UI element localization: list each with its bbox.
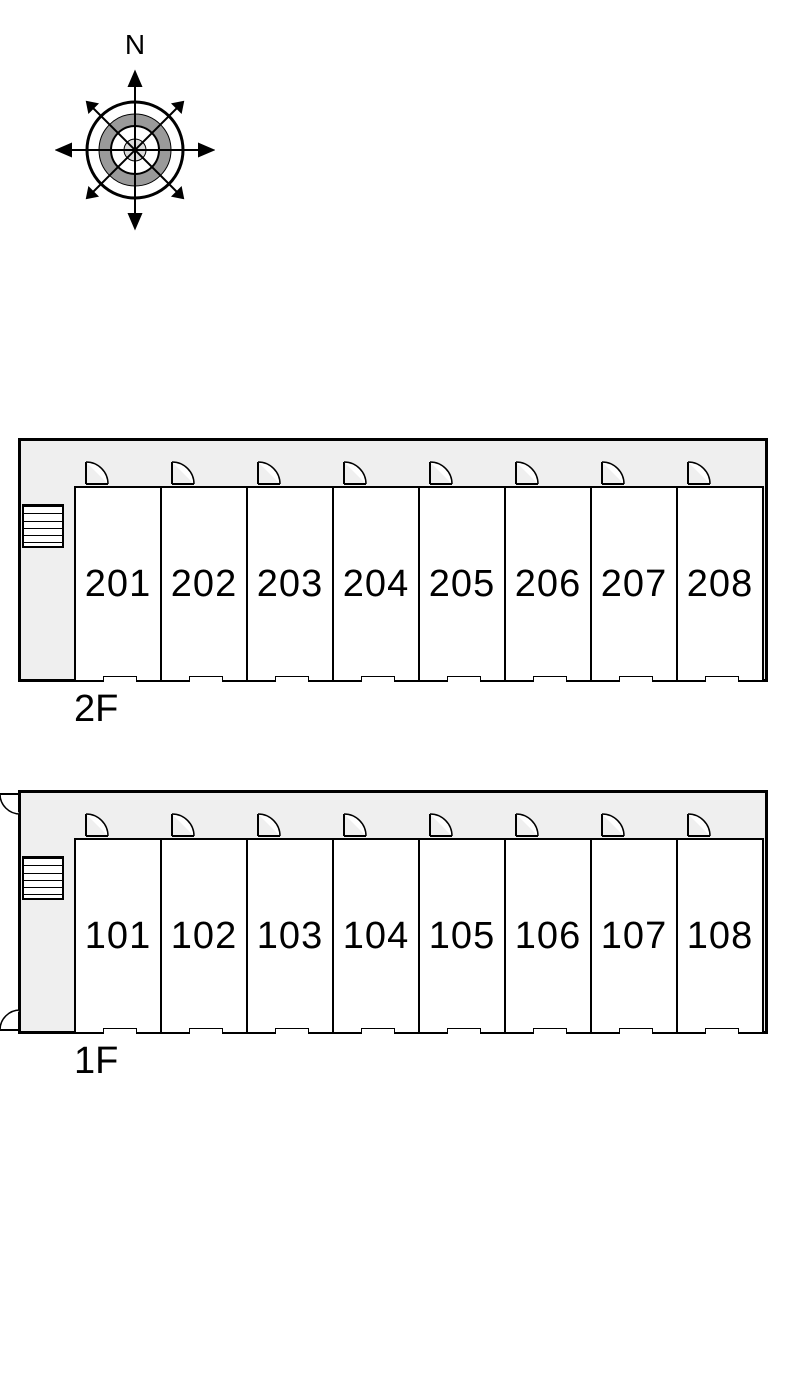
unit-102: 102 xyxy=(160,838,248,1034)
unit-label: 202 xyxy=(171,563,237,606)
unit-label: 207 xyxy=(601,563,667,606)
window-icon xyxy=(275,676,309,682)
unit-202: 202 xyxy=(160,486,248,682)
window-icon xyxy=(103,1028,137,1034)
unit-label: 205 xyxy=(429,563,495,606)
window-icon xyxy=(533,1028,567,1034)
unit-door-icon xyxy=(170,460,196,486)
exterior-door-icon xyxy=(0,792,22,821)
unit-door-icon xyxy=(170,812,196,838)
unit-door-icon xyxy=(84,460,110,486)
unit-row: 201 202 203 204 205 206 207 208 xyxy=(74,486,764,682)
unit-label: 106 xyxy=(515,915,581,958)
unit-door-icon xyxy=(600,460,626,486)
unit-label: 104 xyxy=(343,915,409,958)
compass-rose: N xyxy=(55,30,215,250)
window-icon xyxy=(705,1028,739,1034)
unit-row: 101 102 103 104 105 106 107 108 xyxy=(74,838,764,1034)
unit-label: 208 xyxy=(687,563,753,606)
window-icon xyxy=(447,676,481,682)
unit-label: 105 xyxy=(429,915,495,958)
floor-label: 2F xyxy=(74,688,118,731)
unit-205: 205 xyxy=(418,486,506,682)
unit-door-icon xyxy=(428,460,454,486)
window-icon xyxy=(275,1028,309,1034)
window-icon xyxy=(361,676,395,682)
unit-101: 101 xyxy=(74,838,162,1034)
unit-door-icon xyxy=(256,460,282,486)
exterior-door-icon xyxy=(0,1008,22,1037)
unit-door-icon xyxy=(342,460,368,486)
window-icon xyxy=(447,1028,481,1034)
unit-door-icon xyxy=(514,460,540,486)
unit-label: 201 xyxy=(85,563,151,606)
window-icon xyxy=(619,676,653,682)
unit-106: 106 xyxy=(504,838,592,1034)
unit-105: 105 xyxy=(418,838,506,1034)
unit-208: 208 xyxy=(676,486,764,682)
unit-201: 201 xyxy=(74,486,162,682)
floor-plan-1F: 101 102 103 104 105 106 107 108 1F xyxy=(18,790,768,1084)
stairs-icon xyxy=(22,856,64,900)
floor-plan-2F: 201 202 203 204 205 206 207 208 2F xyxy=(18,438,768,732)
floor-label: 1F xyxy=(74,1040,118,1083)
window-icon xyxy=(361,1028,395,1034)
unit-door-icon xyxy=(84,812,110,838)
unit-label: 102 xyxy=(171,915,237,958)
unit-label: 103 xyxy=(257,915,323,958)
window-icon xyxy=(533,676,567,682)
unit-103: 103 xyxy=(246,838,334,1034)
window-icon xyxy=(619,1028,653,1034)
unit-label: 101 xyxy=(85,915,151,958)
unit-door-icon xyxy=(686,460,712,486)
unit-door-icon xyxy=(600,812,626,838)
unit-104: 104 xyxy=(332,838,420,1034)
unit-door-icon xyxy=(342,812,368,838)
unit-label: 203 xyxy=(257,563,323,606)
unit-107: 107 xyxy=(590,838,678,1034)
unit-203: 203 xyxy=(246,486,334,682)
unit-label: 108 xyxy=(687,915,753,958)
unit-label: 107 xyxy=(601,915,667,958)
unit-207: 207 xyxy=(590,486,678,682)
stairs-icon xyxy=(22,504,64,548)
unit-label: 204 xyxy=(343,563,409,606)
unit-door-icon xyxy=(686,812,712,838)
unit-label: 206 xyxy=(515,563,581,606)
unit-door-icon xyxy=(428,812,454,838)
window-icon xyxy=(103,676,137,682)
window-icon xyxy=(705,676,739,682)
compass-north-label: N xyxy=(125,30,145,60)
unit-204: 204 xyxy=(332,486,420,682)
window-icon xyxy=(189,676,223,682)
unit-206: 206 xyxy=(504,486,592,682)
window-icon xyxy=(189,1028,223,1034)
unit-door-icon xyxy=(514,812,540,838)
unit-108: 108 xyxy=(676,838,764,1034)
unit-door-icon xyxy=(256,812,282,838)
